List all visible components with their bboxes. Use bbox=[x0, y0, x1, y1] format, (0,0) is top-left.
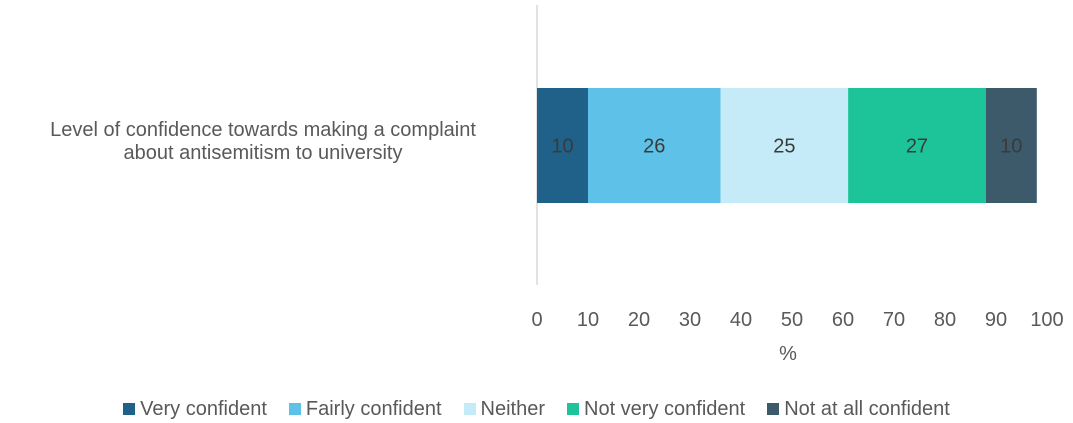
legend-item: Very confident bbox=[123, 398, 267, 421]
x-tick-label: 20 bbox=[628, 309, 650, 331]
x-tick-label: 30 bbox=[679, 309, 701, 331]
legend-label: Neither bbox=[480, 397, 545, 420]
bar-segment-very-confident bbox=[537, 88, 588, 203]
x-tick-label: 100 bbox=[1030, 309, 1063, 331]
legend-swatch bbox=[767, 403, 780, 415]
category-label-line-1: Level of confidence towards making a com… bbox=[50, 119, 476, 141]
data-label-neither: 25 bbox=[773, 136, 795, 158]
x-tick-labels: 0 10 20 30 40 50 60 70 80 90 100 bbox=[531, 309, 1063, 331]
bar-segment-neither bbox=[720, 88, 849, 203]
legend-swatch bbox=[288, 403, 301, 415]
legend-item: Neither bbox=[463, 397, 545, 421]
category-label-line-2: about antisemitism to university bbox=[123, 142, 403, 164]
legend-label: Not very confident bbox=[584, 397, 746, 420]
legend-item: Not very confident bbox=[567, 398, 745, 421]
legend-item: Fairly confident bbox=[288, 397, 442, 421]
x-tick-label: 90 bbox=[985, 309, 1007, 331]
x-tick-label: 60 bbox=[832, 309, 854, 331]
bar-group: 10 26 25 27 10 bbox=[537, 88, 1037, 203]
bar-segment-not-at-all-confident bbox=[985, 88, 1037, 203]
legend: Very confident Fairly confident Neither Not… bbox=[0, 395, 1073, 423]
bar-segment-not-very-confident bbox=[848, 88, 986, 203]
legend-swatch bbox=[567, 403, 579, 415]
data-label-not-at-all-confident: 10 bbox=[1000, 136, 1022, 158]
legend-swatch bbox=[463, 403, 476, 415]
legend-label: Not at all confident bbox=[784, 397, 950, 420]
category-label: Level of confidence towards making a com… bbox=[0, 119, 526, 165]
legend-label: Very confident bbox=[140, 397, 267, 420]
x-axis-title: % bbox=[779, 343, 797, 365]
data-label-very-confident: 10 bbox=[551, 136, 573, 158]
legend-label: Fairly confident bbox=[305, 397, 442, 420]
x-tick-label: 0 bbox=[531, 309, 542, 331]
x-tick-label: 40 bbox=[730, 309, 752, 331]
data-label-fairly-confident: 26 bbox=[643, 136, 665, 158]
x-tick-label: 70 bbox=[883, 309, 905, 331]
x-tick-label: 10 bbox=[577, 309, 599, 331]
data-label-not-very-confident: 27 bbox=[906, 136, 928, 158]
x-tick-label: 80 bbox=[934, 309, 956, 331]
legend-swatch bbox=[123, 403, 136, 415]
legend-item: Not at all confident bbox=[767, 398, 950, 421]
x-tick-label: 50 bbox=[781, 309, 803, 331]
bar-segment-fairly-confident bbox=[588, 88, 721, 203]
